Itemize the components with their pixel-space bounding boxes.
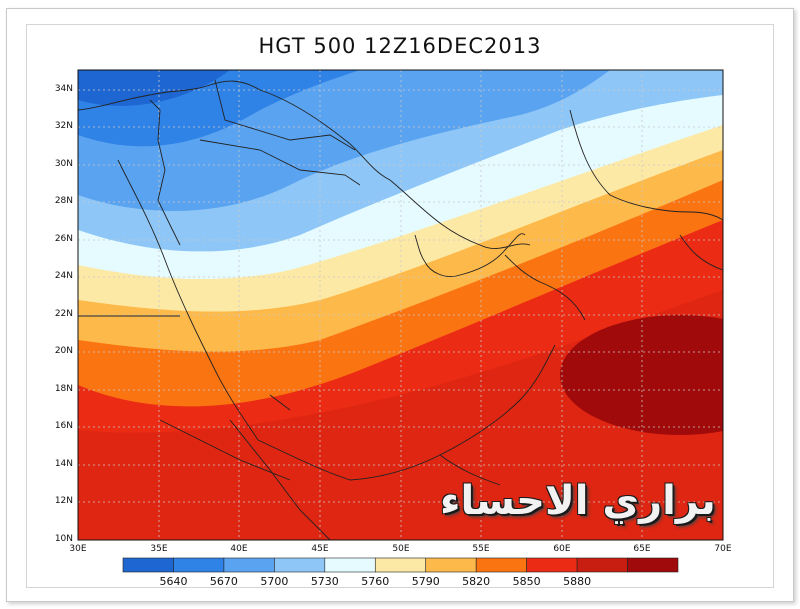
lon-tick-label: 50E bbox=[392, 544, 410, 554]
lat-tick-label: 30N bbox=[54, 159, 73, 169]
colorbar-swatch bbox=[122, 557, 174, 573]
colorbar-swatch bbox=[627, 557, 679, 573]
colorbar-swatch bbox=[374, 557, 427, 573]
lon-tick-label: 65E bbox=[633, 544, 651, 554]
lat-tick-label: 34N bbox=[54, 84, 73, 94]
lat-tick-label: 12N bbox=[54, 496, 73, 506]
band-5880 bbox=[560, 315, 723, 435]
grid-lines bbox=[78, 70, 723, 540]
lon-tick-label: 70E bbox=[714, 544, 732, 554]
colorbar-swatch bbox=[576, 557, 628, 573]
colorbar-swatch bbox=[324, 557, 376, 573]
colorbar-label: 5820 bbox=[462, 575, 491, 588]
lat-tick-label: 24N bbox=[54, 271, 73, 281]
lon-tick-label: 45E bbox=[311, 544, 329, 554]
lat-tick-label: 32N bbox=[54, 121, 73, 131]
colorbar-swatch bbox=[526, 557, 578, 573]
colorbar-label: 5700 bbox=[260, 575, 289, 588]
colorbar-swatch bbox=[274, 557, 326, 573]
lat-tick-label: 16N bbox=[54, 421, 73, 431]
lat-tick-label: 14N bbox=[54, 459, 73, 469]
colorbar-label: 5790 bbox=[411, 575, 440, 588]
band-below-5640 bbox=[78, 70, 230, 106]
coastlines-borders bbox=[78, 79, 723, 540]
plot-border bbox=[77, 69, 724, 541]
colorbar-label: 5850 bbox=[512, 575, 541, 588]
lon-tick-label: 55E bbox=[472, 544, 490, 554]
lon-tick-label: 40E bbox=[230, 544, 248, 554]
lat-tick-label: 20N bbox=[54, 346, 73, 356]
colorbar-label: 5760 bbox=[361, 575, 390, 588]
lat-tick-label: 26N bbox=[54, 234, 73, 244]
map-title: HGT 500 12Z16DEC2013 bbox=[258, 34, 542, 58]
height-bands bbox=[78, 70, 723, 540]
colorbar-label: 5730 bbox=[310, 575, 339, 588]
lon-tick-label: 60E bbox=[553, 544, 571, 554]
lat-tick-label: 10N bbox=[54, 534, 73, 544]
lon-tick-label: 30E bbox=[69, 544, 87, 554]
band-5850-shade bbox=[78, 290, 723, 540]
colorbar-label: 5670 bbox=[209, 575, 238, 588]
colorbar-label: 5640 bbox=[159, 575, 188, 588]
lon-tick-label: 35E bbox=[150, 544, 168, 554]
colorbar bbox=[122, 557, 679, 573]
colorbar-swatch bbox=[173, 557, 225, 573]
lat-tick-label: 18N bbox=[54, 384, 73, 394]
colorbar-label: 5880 bbox=[563, 575, 592, 588]
lat-tick-label: 28N bbox=[54, 196, 73, 206]
watermark-text: براري الاحساء bbox=[440, 478, 716, 524]
lat-tick-label: 22N bbox=[54, 309, 73, 319]
colorbar-swatch bbox=[425, 557, 477, 573]
colorbar-swatch bbox=[223, 557, 275, 573]
colorbar-swatch bbox=[475, 557, 527, 573]
